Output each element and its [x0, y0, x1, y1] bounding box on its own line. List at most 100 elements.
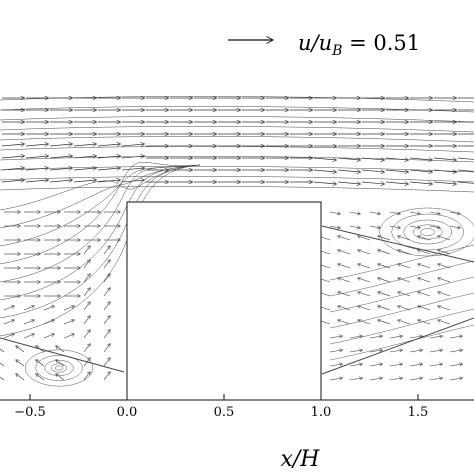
flow-vector	[398, 320, 411, 325]
flow-vector	[83, 246, 90, 255]
flow-vector	[438, 292, 451, 297]
flow-vector	[358, 250, 371, 255]
x-tick-label: 0.0	[117, 405, 138, 420]
flow-vector	[449, 350, 462, 353]
streamline	[0, 176, 474, 183]
flow-vector	[429, 226, 440, 228]
flow-vector	[313, 182, 336, 184]
streamline	[329, 276, 474, 313]
flow-vector	[449, 364, 462, 367]
streamline	[329, 324, 474, 361]
flow-vector	[349, 226, 360, 228]
flow-vector	[329, 378, 342, 381]
flow-vector	[409, 158, 432, 160]
flow-vector	[338, 320, 351, 325]
flow-vector	[313, 170, 336, 172]
flow-vector	[337, 170, 360, 172]
vortex-ring	[25, 349, 94, 387]
flow-vector	[449, 336, 462, 339]
flow-vector	[56, 360, 65, 367]
flow-vector	[389, 212, 400, 214]
flow-vector	[378, 292, 391, 297]
flow-vector	[449, 226, 460, 228]
flow-vector	[1, 156, 24, 158]
flow-vector	[409, 350, 422, 353]
flow-vector	[418, 278, 431, 283]
flow-vector	[389, 350, 402, 353]
flow-vector	[0, 362, 5, 367]
flow-vector	[389, 336, 402, 339]
flow-vector	[398, 250, 411, 255]
flow-vector	[378, 264, 391, 269]
flow-vector	[83, 330, 90, 339]
flow-vector	[409, 336, 422, 339]
streamline	[0, 136, 474, 143]
flow-vector	[433, 182, 456, 184]
flow-vector	[409, 170, 432, 172]
streamline	[329, 308, 474, 345]
flow-vector	[329, 212, 340, 214]
flow-vector	[378, 306, 391, 311]
streamline	[0, 156, 474, 163]
x-tick-label: 1.0	[311, 405, 332, 420]
x-axis-ticks: −0.5 0.0 0.5 1.0 1.5	[14, 394, 428, 420]
x-tick-label: −0.5	[14, 405, 46, 420]
flow-vector	[378, 320, 391, 325]
flow-vector	[25, 180, 48, 182]
flow-vector	[457, 169, 474, 172]
flow-vector	[409, 226, 420, 228]
flow-vector	[63, 306, 74, 311]
streamline	[0, 126, 474, 133]
flow-vector	[361, 182, 384, 184]
flow-vector	[329, 336, 342, 339]
flow-vector	[49, 156, 72, 158]
flow-vector	[23, 320, 34, 325]
flow-vector	[338, 250, 351, 255]
flow-vector	[429, 336, 442, 339]
flow-vector	[378, 250, 391, 255]
flow-vector	[83, 260, 90, 269]
flow-vector	[433, 158, 456, 160]
flow-vector	[16, 360, 25, 367]
streamline	[0, 164, 201, 301]
streamline	[0, 164, 201, 283]
flow-vector	[369, 226, 380, 228]
flow-vector	[418, 264, 431, 269]
flow-vector	[83, 288, 90, 297]
flow-vector	[23, 306, 34, 311]
flow-vector	[337, 158, 360, 160]
flow-vector	[73, 144, 96, 146]
vortex-ring	[391, 213, 464, 251]
vortex-ring	[413, 224, 443, 240]
vortex-ring	[54, 365, 64, 371]
flow-vector	[337, 182, 360, 184]
flow-vector	[3, 320, 14, 325]
flow-vector	[49, 168, 72, 170]
flow-vector	[103, 302, 110, 311]
flow-vector	[56, 346, 65, 353]
vortex-ring	[420, 228, 436, 236]
flow-vector	[389, 226, 400, 228]
streamline	[0, 164, 201, 319]
vortex-ring	[403, 219, 452, 245]
flow-vector	[0, 348, 5, 353]
flow-vector	[103, 288, 110, 297]
flow-vector	[398, 264, 411, 269]
reference-vector-legend: u/uB = 0.51	[228, 31, 420, 59]
flow-vector	[457, 181, 474, 184]
flow-vector	[73, 168, 96, 170]
vortex-ring	[51, 363, 68, 373]
flow-vector	[438, 320, 451, 325]
streamline	[0, 106, 474, 113]
flow-vector	[398, 292, 411, 297]
flow-vector	[389, 364, 402, 367]
flow-vector	[438, 250, 451, 255]
flow-vector	[16, 374, 25, 381]
flow-vector	[369, 350, 382, 353]
flow-vector	[409, 378, 422, 381]
flow-vector	[83, 302, 90, 311]
flow-vector	[349, 336, 362, 339]
flow-vector	[1, 144, 24, 146]
flow-vector	[389, 378, 402, 381]
flow-vector	[358, 292, 371, 297]
